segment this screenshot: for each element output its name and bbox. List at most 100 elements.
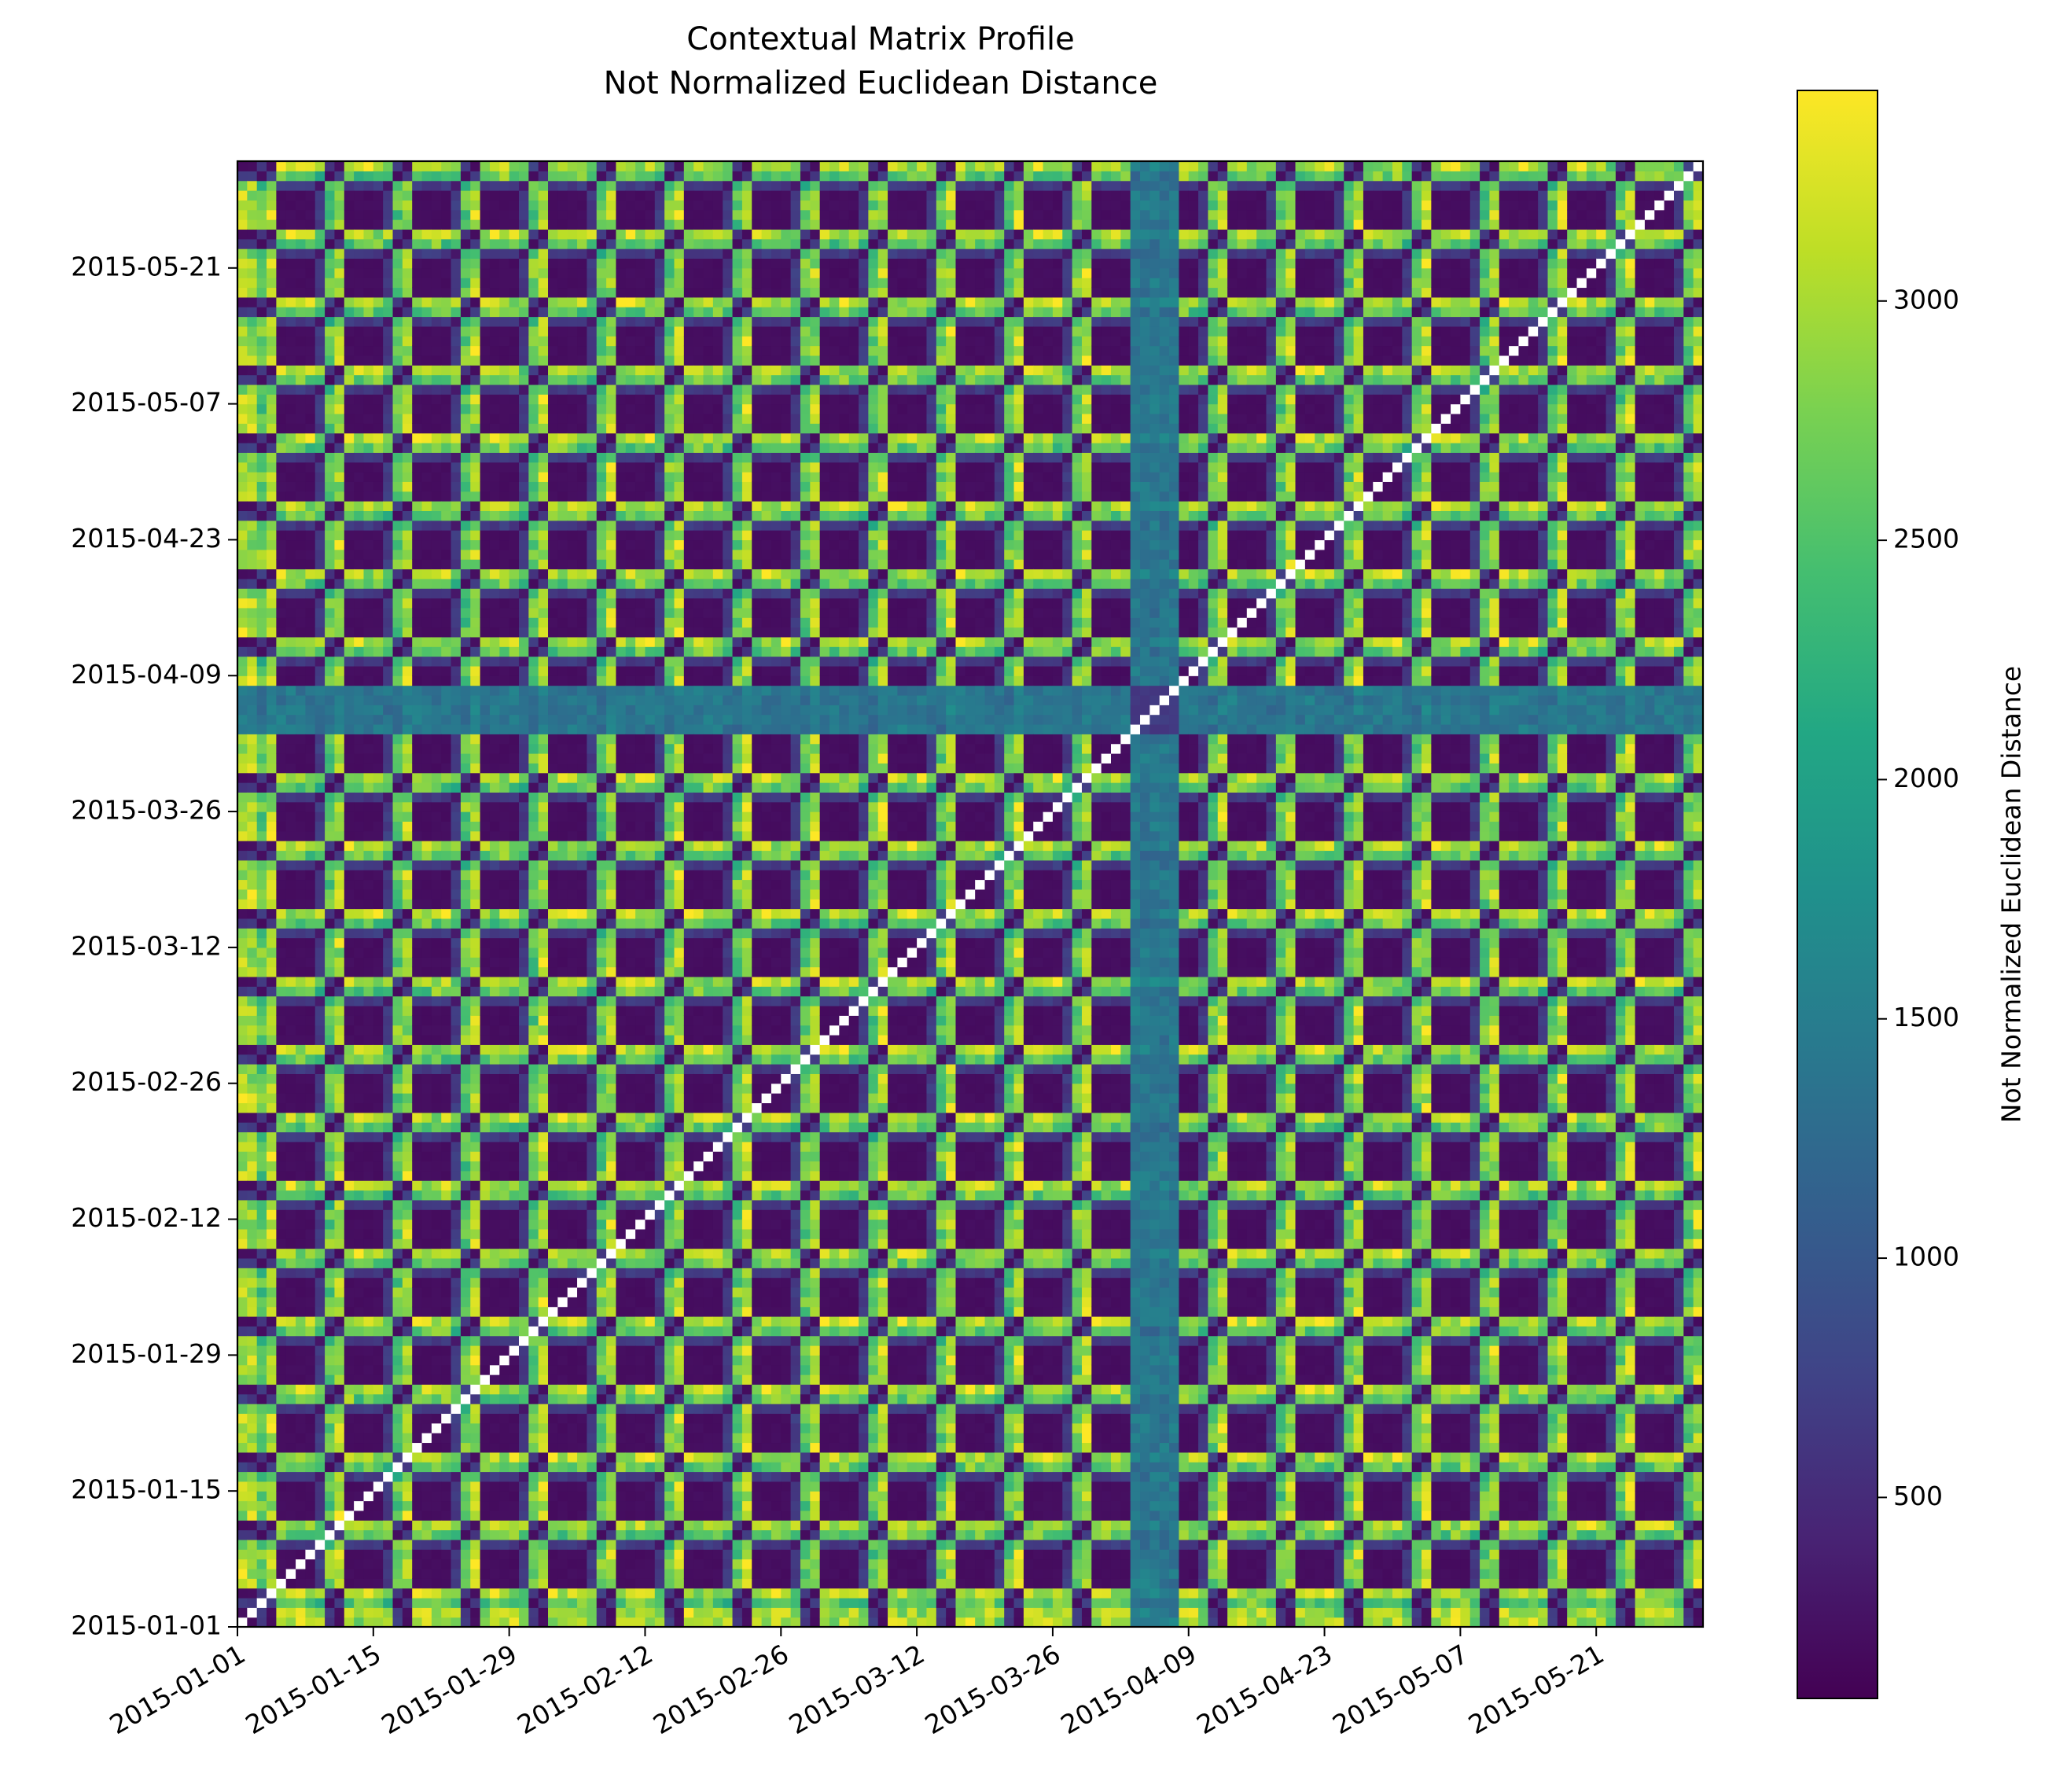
heatmap-cell bbox=[334, 297, 344, 307]
heatmap-cell bbox=[363, 763, 373, 773]
heatmap-cell bbox=[393, 675, 403, 686]
heatmap-cell bbox=[247, 686, 257, 696]
heatmap-cell bbox=[403, 957, 413, 967]
heatmap-cell bbox=[344, 248, 355, 259]
heatmap-cell bbox=[237, 443, 248, 453]
heatmap-cell bbox=[296, 1122, 306, 1132]
heatmap-cell bbox=[334, 1102, 344, 1113]
heatmap-cell bbox=[499, 1481, 509, 1492]
heatmap-cell bbox=[325, 1200, 335, 1210]
heatmap-cell bbox=[519, 472, 529, 482]
heatmap-cell bbox=[528, 1151, 539, 1161]
heatmap-cell bbox=[548, 1025, 558, 1036]
heatmap-cell bbox=[441, 219, 451, 230]
heatmap-cell bbox=[422, 559, 432, 569]
heatmap-cell bbox=[237, 579, 248, 589]
heatmap-cell bbox=[325, 472, 335, 482]
heatmap-cell bbox=[539, 1278, 549, 1288]
heatmap-cell bbox=[267, 724, 277, 734]
heatmap-cell bbox=[461, 1588, 471, 1599]
heatmap-cell bbox=[548, 414, 558, 424]
heatmap-cell bbox=[451, 550, 462, 560]
heatmap-cell bbox=[286, 521, 296, 531]
heatmap-cell bbox=[470, 1598, 480, 1608]
heatmap-cell bbox=[451, 695, 462, 705]
heatmap-cell bbox=[519, 1229, 529, 1239]
heatmap-cell bbox=[441, 404, 451, 414]
heatmap-cell bbox=[247, 1025, 257, 1036]
heatmap-cell bbox=[383, 773, 393, 783]
heatmap-cell bbox=[363, 394, 373, 404]
heatmap-cell bbox=[528, 1501, 539, 1511]
heatmap-cell bbox=[305, 1540, 315, 1550]
heatmap-cell bbox=[257, 637, 267, 647]
heatmap-cell bbox=[247, 1113, 257, 1123]
heatmap-cell bbox=[325, 346, 335, 356]
heatmap-cell bbox=[373, 1093, 384, 1103]
heatmap-cell bbox=[286, 530, 296, 540]
heatmap-cell bbox=[519, 637, 529, 647]
heatmap-cell bbox=[267, 763, 277, 773]
heatmap-cell bbox=[344, 569, 355, 579]
heatmap-cell bbox=[276, 753, 286, 764]
heatmap-cell bbox=[276, 1423, 286, 1433]
heatmap-cell bbox=[432, 530, 442, 540]
heatmap-cell bbox=[403, 510, 413, 521]
heatmap-cell bbox=[315, 909, 326, 919]
heatmap-cell bbox=[354, 996, 364, 1006]
heatmap-cell bbox=[548, 860, 558, 870]
heatmap-cell bbox=[276, 200, 286, 210]
heatmap-cell bbox=[451, 967, 462, 977]
heatmap-cell bbox=[461, 443, 471, 453]
heatmap-cell bbox=[461, 248, 471, 259]
heatmap-cell bbox=[519, 695, 529, 705]
heatmap-cell bbox=[461, 850, 471, 860]
heatmap-cell bbox=[237, 1209, 248, 1220]
heatmap-cell bbox=[247, 588, 257, 598]
heatmap-cell bbox=[451, 734, 462, 744]
heatmap-cell bbox=[490, 181, 500, 191]
heatmap-cell bbox=[296, 1220, 306, 1230]
heatmap-cell bbox=[267, 928, 277, 938]
heatmap-cell bbox=[237, 472, 248, 482]
heatmap-cell bbox=[354, 1268, 364, 1278]
heatmap-cell bbox=[334, 1249, 344, 1259]
heatmap-cell bbox=[286, 229, 296, 239]
heatmap-cell bbox=[490, 326, 500, 337]
heatmap-cell bbox=[490, 1607, 500, 1617]
heatmap-cell bbox=[499, 355, 509, 366]
heatmap-cell bbox=[383, 1540, 393, 1550]
heatmap-cell bbox=[451, 1452, 462, 1463]
heatmap-cell bbox=[334, 1190, 344, 1201]
heatmap-cell bbox=[334, 598, 344, 609]
heatmap-cell bbox=[363, 365, 373, 375]
heatmap-cell bbox=[451, 200, 462, 210]
heatmap-cell bbox=[373, 860, 384, 870]
heatmap-cell bbox=[539, 181, 549, 191]
heatmap-cell bbox=[237, 550, 248, 560]
heatmap-cell bbox=[528, 1093, 539, 1103]
heatmap-cell bbox=[247, 268, 257, 278]
heatmap-cell bbox=[344, 1229, 355, 1239]
heatmap-cell bbox=[354, 190, 364, 201]
heatmap-cell bbox=[509, 870, 520, 880]
heatmap-cell bbox=[441, 870, 451, 880]
heatmap-cell bbox=[373, 433, 384, 443]
heatmap-cell bbox=[237, 1501, 248, 1511]
heatmap-cell bbox=[499, 637, 509, 647]
heatmap-cell bbox=[539, 579, 549, 589]
heatmap-cell bbox=[490, 1190, 500, 1201]
heatmap-cell bbox=[363, 588, 373, 598]
heatmap-cell bbox=[373, 510, 384, 521]
heatmap-cell bbox=[432, 1113, 442, 1123]
heatmap-cell bbox=[509, 258, 520, 268]
heatmap-cell bbox=[480, 646, 491, 657]
heatmap-cell bbox=[528, 1035, 539, 1045]
heatmap-cell bbox=[267, 938, 277, 948]
heatmap-cell bbox=[325, 1530, 335, 1540]
heatmap-cell bbox=[257, 346, 267, 356]
heatmap-cell bbox=[499, 850, 509, 860]
heatmap-cell bbox=[325, 248, 335, 259]
heatmap-cell bbox=[237, 521, 248, 531]
heatmap-cell bbox=[247, 734, 257, 744]
